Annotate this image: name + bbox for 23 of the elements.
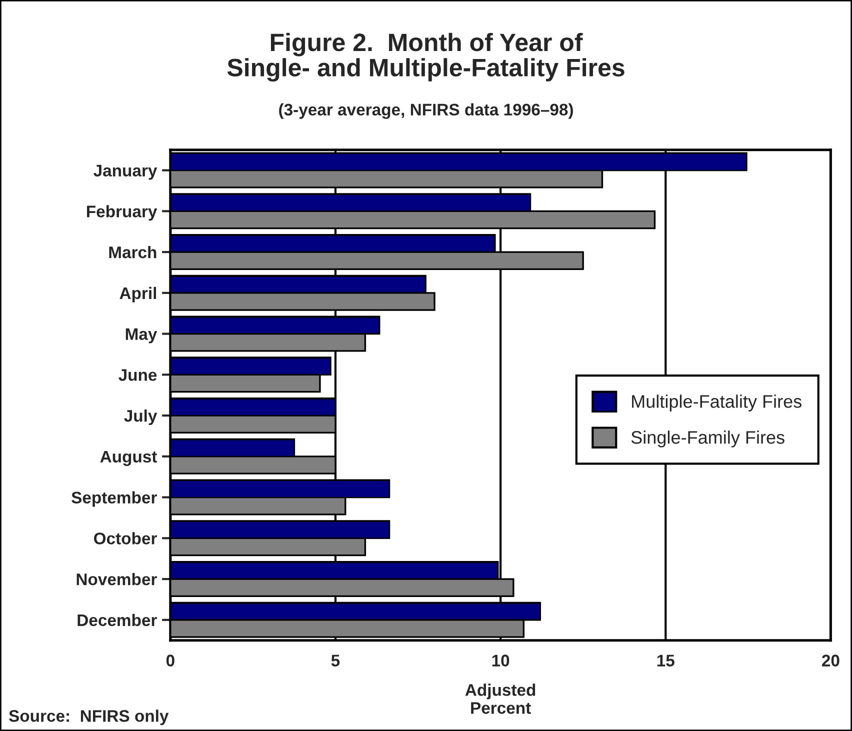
y-tick-label: February: [87, 205, 158, 221]
y-tick-label: March: [109, 246, 156, 258]
x-tick-label: 15: [657, 654, 674, 666]
x-axis-title: Adjusted Percent: [465, 684, 536, 714]
y-tick-label: May: [126, 328, 158, 344]
y-tick-label: January: [94, 164, 158, 180]
chart-subtitle: (3-year average, NFIRS data 1996–98): [279, 103, 573, 119]
legend-label: Multiple-Fatality Fires: [632, 394, 802, 412]
x-tick-label: 20: [822, 654, 840, 666]
x-tick-label: 5: [331, 654, 340, 666]
legend-label: Single-Family Fires: [631, 430, 784, 448]
y-tick-label: April: [120, 286, 156, 302]
x-tick-label: 0: [166, 654, 174, 666]
y-tick-label: September: [72, 491, 157, 507]
x-tick-label: 10: [492, 654, 510, 666]
y-tick-label: August: [100, 450, 158, 466]
chart-title: Figure 2. Month of Year of Single- and Multiple-Fatality Fires: [227, 32, 624, 82]
source-note: Source: NFIRS only: [9, 710, 169, 726]
y-tick-label: October: [94, 532, 157, 544]
y-tick-label: December: [78, 614, 157, 626]
y-tick-label: June: [118, 369, 157, 381]
y-tick-label: November: [76, 573, 157, 586]
y-tick-label: July: [124, 410, 158, 426]
